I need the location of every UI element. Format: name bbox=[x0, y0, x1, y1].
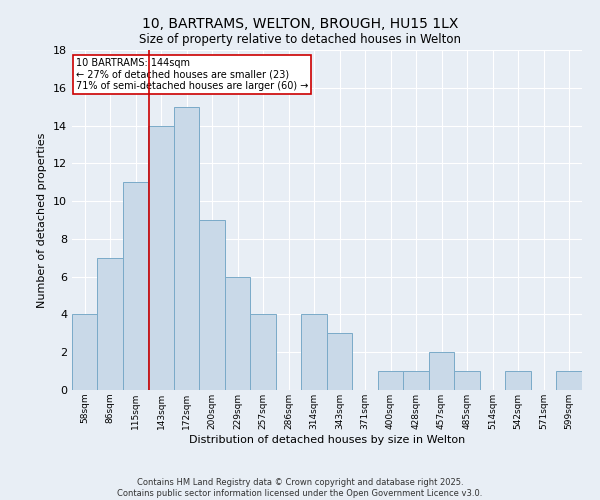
Bar bbox=[378, 371, 403, 390]
Text: Contains HM Land Registry data © Crown copyright and database right 2025.
Contai: Contains HM Land Registry data © Crown c… bbox=[118, 478, 482, 498]
Bar bbox=[301, 314, 327, 390]
Bar bbox=[199, 220, 225, 390]
Bar bbox=[556, 371, 582, 390]
Bar bbox=[174, 106, 199, 390]
Text: Size of property relative to detached houses in Welton: Size of property relative to detached ho… bbox=[139, 32, 461, 46]
Bar bbox=[97, 258, 123, 390]
Bar bbox=[250, 314, 276, 390]
Bar bbox=[72, 314, 97, 390]
Bar bbox=[327, 334, 352, 390]
Bar bbox=[148, 126, 174, 390]
Bar bbox=[454, 371, 480, 390]
Bar bbox=[225, 276, 250, 390]
Bar bbox=[429, 352, 454, 390]
Y-axis label: Number of detached properties: Number of detached properties bbox=[37, 132, 47, 308]
Text: 10 BARTRAMS: 144sqm
← 27% of detached houses are smaller (23)
71% of semi-detach: 10 BARTRAMS: 144sqm ← 27% of detached ho… bbox=[76, 58, 308, 91]
X-axis label: Distribution of detached houses by size in Welton: Distribution of detached houses by size … bbox=[189, 434, 465, 444]
Bar bbox=[123, 182, 148, 390]
Bar bbox=[403, 371, 429, 390]
Bar bbox=[505, 371, 531, 390]
Text: 10, BARTRAMS, WELTON, BROUGH, HU15 1LX: 10, BARTRAMS, WELTON, BROUGH, HU15 1LX bbox=[142, 18, 458, 32]
